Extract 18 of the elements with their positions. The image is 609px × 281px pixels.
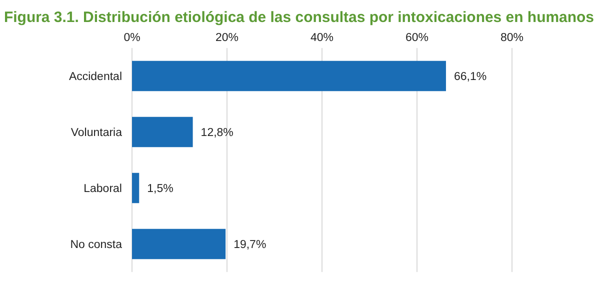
y-tick-label: No consta xyxy=(70,239,123,252)
y-tick-label: Laboral xyxy=(84,183,122,196)
x-tick-label: 60% xyxy=(405,32,429,44)
x-tick-label: 20% xyxy=(215,32,239,44)
data-label: 19,7% xyxy=(234,239,266,252)
x-tick-label: 40% xyxy=(310,32,334,44)
chart-title: Figura 3.1. Distribución etiológica de las consultas por intoxicaciones en humanos xyxy=(4,9,595,26)
data-label: 66,1% xyxy=(454,71,487,84)
data-label: 12,8% xyxy=(200,127,234,140)
bar xyxy=(132,60,446,92)
y-tick-label: Voluntaria xyxy=(70,127,123,140)
bar xyxy=(132,172,140,204)
x-tick-label: 0% xyxy=(124,32,140,44)
data-label: 1,5% xyxy=(147,183,174,196)
bar xyxy=(132,228,226,260)
bar xyxy=(132,116,193,148)
x-tick-label: 80% xyxy=(500,32,524,44)
y-tick-label: Accidental xyxy=(68,71,122,84)
